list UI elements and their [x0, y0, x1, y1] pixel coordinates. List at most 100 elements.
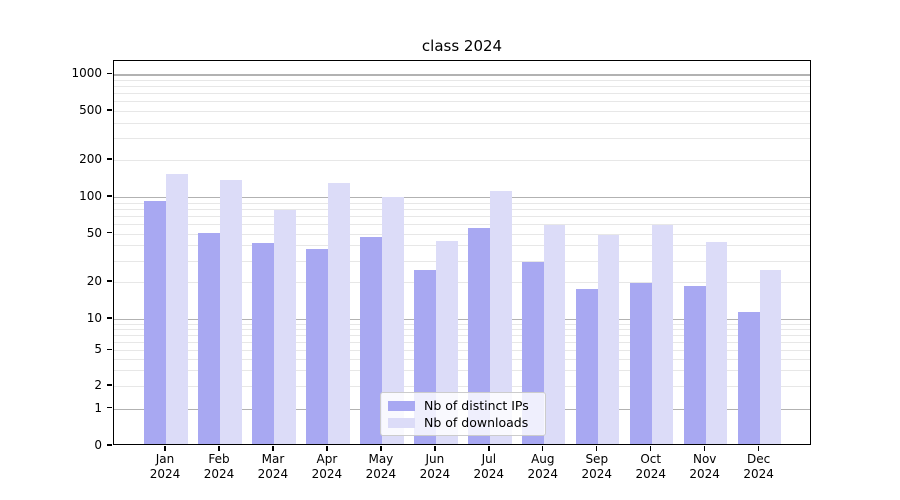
legend-label-downloads: Nb of downloads	[424, 415, 529, 430]
x-tick-mark	[488, 446, 490, 451]
bar-apr-distinct-ips	[306, 249, 328, 444]
minor-gridline	[114, 370, 810, 372]
bar-dec-distinct-ips	[737, 311, 760, 444]
y-tick-label: 0	[94, 438, 102, 452]
y-tick-label: 1	[94, 400, 102, 415]
minor-gridline	[114, 111, 810, 112]
bar-aug-downloads	[543, 224, 566, 444]
bar-sep-distinct-ips	[576, 288, 598, 444]
x-tick-label: Dec 2024	[743, 452, 774, 481]
bar-nov-distinct-ips	[684, 285, 706, 444]
x-tick-label: Nov 2024	[689, 452, 720, 481]
major-gridline	[114, 74, 810, 76]
minor-gridline	[114, 233, 810, 235]
minor-gridline	[114, 215, 810, 217]
bar-dec-downloads	[759, 270, 782, 444]
x-tick-mark	[704, 446, 706, 451]
bar-jul-distinct-ips	[468, 227, 490, 444]
y-tick-mark	[107, 158, 112, 160]
x-tick-mark	[650, 446, 652, 451]
x-tick-mark	[326, 446, 328, 451]
major-gridline	[114, 197, 810, 199]
legend-label-distinct-ips: Nb of distinct IPs	[424, 398, 529, 413]
minor-gridline	[114, 342, 810, 344]
x-tick-mark	[164, 446, 166, 451]
x-tick-mark	[218, 446, 220, 451]
x-tick-label: Jun 2024	[419, 452, 451, 481]
x-tick-label: Aug 2024	[527, 452, 559, 481]
bar-mar-distinct-ips	[252, 243, 274, 444]
bar-sep-downloads	[597, 234, 620, 444]
x-tick-mark	[757, 446, 760, 451]
y-tick-mark	[107, 109, 112, 111]
x-tick-mark	[542, 446, 544, 451]
x-tick-label: Sep 2024	[581, 452, 613, 481]
legend: Nb of distinct IPs Nb of downloads	[380, 392, 546, 436]
x-tick-mark	[596, 446, 598, 451]
bar-may-downloads	[381, 197, 404, 444]
x-tick-mark	[380, 446, 382, 451]
y-tick-label: 1000	[71, 66, 102, 81]
minor-gridline	[114, 323, 810, 325]
y-tick-mark	[107, 232, 112, 234]
y-tick-label: 100	[79, 189, 102, 203]
minor-gridline	[114, 138, 810, 140]
legend-item-distinct-ips: Nb of distinct IPs	[388, 398, 538, 413]
plot-area: Nb of distinct IPs Nb of downloads	[113, 60, 811, 445]
minor-gridline	[114, 224, 810, 226]
bar-jan-downloads	[166, 174, 188, 444]
minor-gridline	[114, 86, 810, 88]
y-tick-mark	[107, 195, 112, 197]
minor-gridline	[114, 208, 810, 210]
y-tick-mark	[107, 280, 112, 282]
minor-gridline	[114, 101, 810, 103]
x-tick-label: May 2024	[365, 452, 397, 481]
x-tick-label: Mar 2024	[257, 452, 289, 481]
minor-gridline	[114, 329, 810, 331]
bar-jan-distinct-ips	[144, 200, 166, 444]
y-tick-mark	[107, 317, 112, 319]
x-tick-label: Apr 2024	[311, 452, 343, 481]
legend-item-downloads: Nb of downloads	[388, 415, 538, 430]
y-tick-label: 10	[86, 311, 102, 325]
bar-apr-downloads	[327, 182, 350, 444]
x-tick-label: Jul 2024	[473, 452, 505, 481]
minor-gridline	[114, 386, 810, 387]
y-tick-mark	[107, 348, 112, 350]
x-tick-mark	[272, 446, 274, 451]
bar-mar-downloads	[273, 209, 296, 444]
minor-gridline	[114, 335, 810, 337]
minor-gridline	[114, 93, 810, 95]
y-tick-mark	[107, 72, 112, 74]
minor-gridline	[114, 358, 810, 360]
minor-gridline	[114, 79, 810, 81]
y-tick-label: 500	[79, 103, 102, 117]
minor-gridline	[114, 350, 810, 352]
bar-may-distinct-ips	[360, 237, 382, 444]
x-tick-label: Oct 2024	[635, 452, 666, 481]
y-tick-label: 200	[79, 152, 102, 166]
bar-nov-downloads	[705, 242, 728, 444]
x-tick-label: Feb 2024	[203, 452, 235, 481]
y-tick-label: 2	[94, 378, 102, 392]
minor-gridline	[114, 260, 810, 262]
legend-swatch-downloads	[388, 417, 415, 428]
minor-gridline	[114, 160, 810, 161]
y-tick-mark	[107, 444, 112, 446]
bar-feb-downloads	[219, 179, 242, 444]
y-tick-label: 50	[86, 225, 102, 240]
y-tick-label: 20	[86, 274, 102, 288]
chart-title: class 2024	[421, 37, 503, 55]
y-tick-label: 5	[94, 342, 102, 357]
bar-jul-downloads	[489, 190, 512, 444]
minor-gridline	[114, 245, 810, 247]
x-tick-label: Jan 2024	[149, 452, 181, 481]
bar-oct-downloads	[651, 224, 674, 444]
x-tick-mark	[434, 446, 436, 451]
y-tick-mark	[107, 384, 112, 386]
bar-oct-distinct-ips	[630, 282, 652, 444]
major-gridline	[114, 319, 810, 321]
minor-gridline	[114, 282, 810, 283]
legend-swatch-distinct-ips	[388, 400, 415, 411]
